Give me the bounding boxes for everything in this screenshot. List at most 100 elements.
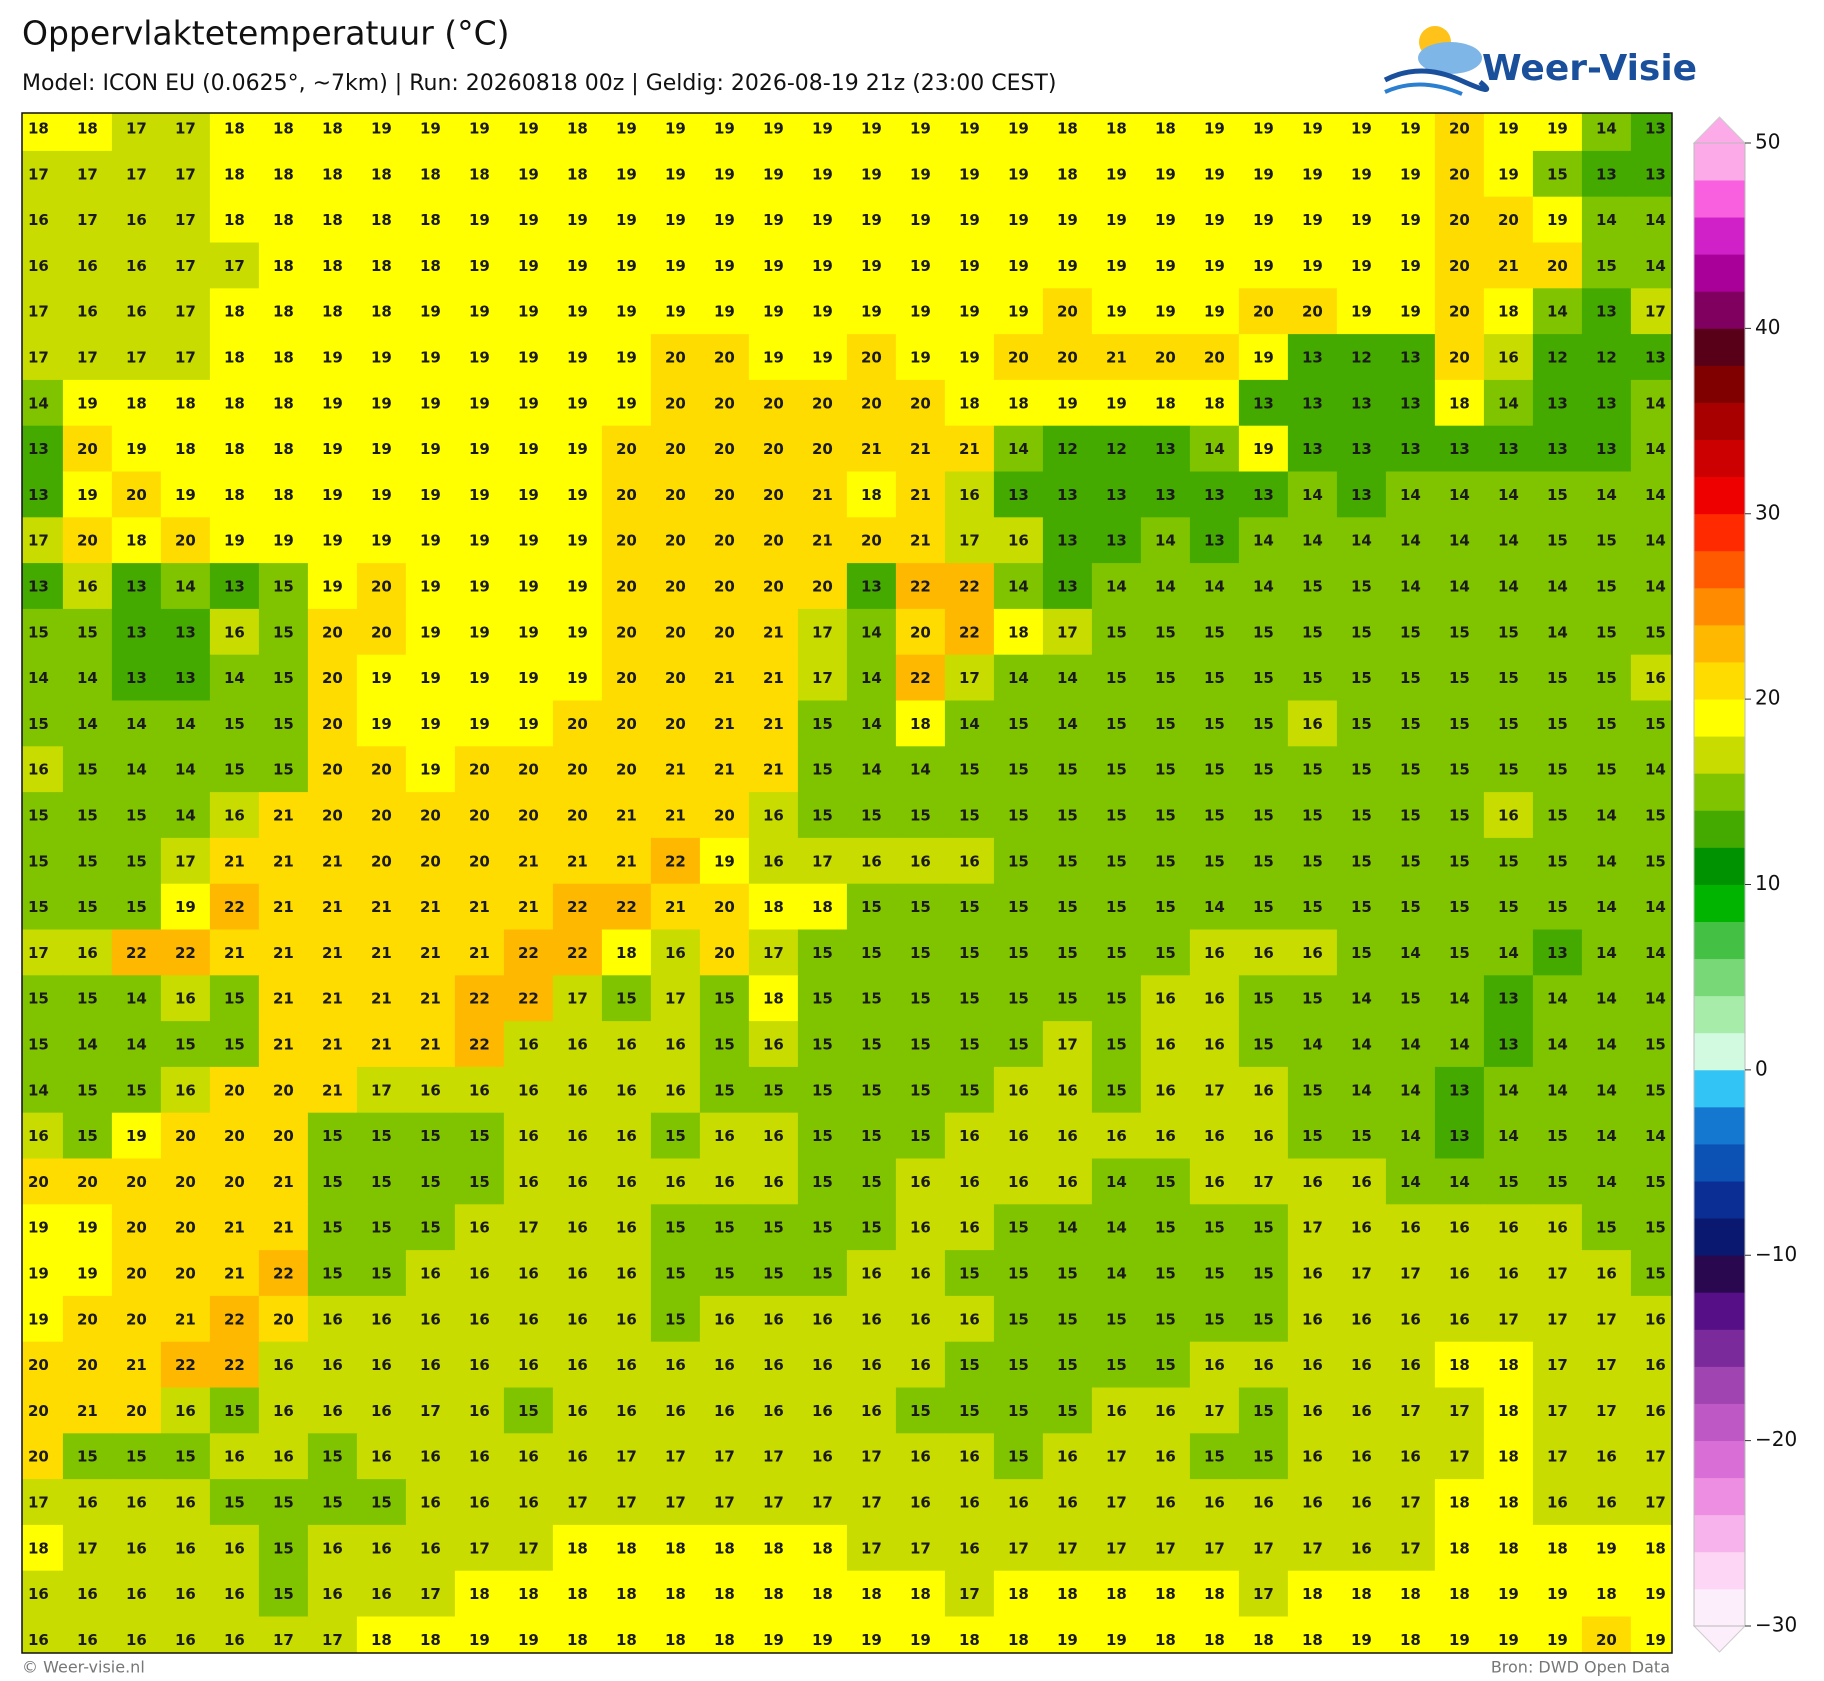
temperature-cell (258, 471, 309, 518)
temperature-cell (1091, 113, 1142, 152)
temperature-label: 17 (420, 1402, 441, 1420)
temperature-label: 14 (1547, 578, 1568, 596)
temperature-label: 14 (1400, 486, 1421, 504)
temperature-cell (993, 150, 1044, 198)
temperature-cell (258, 1387, 309, 1434)
temperature-label: 21 (616, 852, 637, 870)
temperature-cell (1483, 792, 1534, 839)
temperature-cell (993, 792, 1044, 839)
temperature-label: 16 (959, 1173, 980, 1191)
temperature-cell (1532, 517, 1583, 564)
temperature-cell (356, 929, 407, 976)
temperature-label: 15 (861, 1219, 882, 1237)
temperature-cell (160, 288, 211, 335)
temperature-cell (601, 1387, 652, 1434)
temperature-cell (993, 379, 1044, 427)
temperature-label: 15 (1449, 898, 1470, 916)
temperature-cell (307, 1066, 358, 1114)
temperature-label: 15 (1253, 1219, 1274, 1237)
temperature-cell (503, 1433, 554, 1480)
temperature-cell (699, 334, 750, 381)
temperature-label: 16 (1596, 1265, 1617, 1283)
temperature-label: 15 (1400, 898, 1421, 916)
temperature-cell (1091, 1570, 1142, 1617)
temperature-cell (1532, 425, 1583, 472)
temperature-cell (1189, 1387, 1240, 1434)
temperature-cell (944, 1250, 995, 1297)
temperature-label: 19 (616, 303, 637, 321)
temperature-label: 17 (812, 852, 833, 870)
temperature-cell (1336, 113, 1387, 152)
temperature-label: 14 (1547, 1081, 1568, 1099)
temperature-label: 22 (126, 944, 147, 962)
temperature-cell (1238, 700, 1289, 747)
temperature-cell (503, 1616, 554, 1653)
temperature-cell (209, 1570, 260, 1617)
temperature-label: 20 (763, 394, 784, 412)
temperature-cell (895, 113, 946, 152)
temperature-label: 20 (28, 1448, 49, 1466)
temperature-cell (895, 883, 946, 930)
temperature-cell (601, 700, 652, 747)
temperature-label: 19 (371, 440, 392, 458)
temperature-label: 14 (1547, 303, 1568, 321)
temperature-cell (258, 1112, 309, 1159)
temperature-label: 20 (126, 1173, 147, 1191)
temperature-cell (601, 1433, 652, 1480)
temperature-cell (1091, 517, 1142, 564)
temperature-cell (1336, 242, 1387, 289)
temperature-cell (1630, 1021, 1672, 1068)
temperature-cell (22, 1570, 64, 1617)
temperature-label: 14 (1057, 1219, 1078, 1237)
temperature-label: 19 (714, 211, 735, 229)
temperature-label: 16 (126, 1539, 147, 1557)
temperature-label: 16 (910, 1494, 931, 1512)
temperature-label: 21 (322, 852, 343, 870)
temperature-label: 20 (665, 349, 686, 367)
temperature-label: 19 (322, 440, 343, 458)
temperature-label: 20 (861, 394, 882, 412)
temperature-label: 19 (1253, 120, 1274, 138)
temperature-label: 18 (959, 394, 980, 412)
temperature-label: 15 (371, 1265, 392, 1283)
temperature-cell (699, 1570, 750, 1617)
temperature-label: 16 (518, 1494, 539, 1512)
temperature-label: 15 (322, 1127, 343, 1145)
temperature-cell (454, 379, 505, 427)
temperature-label: 14 (1645, 257, 1666, 275)
temperature-cell (944, 837, 995, 885)
temperature-cell (895, 379, 946, 427)
temperature-cell (552, 746, 603, 793)
temperature-cell (209, 608, 260, 656)
temperature-cell (650, 1341, 701, 1388)
temperature-cell (993, 1479, 1044, 1526)
temperature-label: 15 (1596, 715, 1617, 733)
temperature-cell (1042, 1021, 1093, 1068)
temperature-cell (699, 1158, 750, 1205)
temperature-label: 19 (126, 440, 147, 458)
temperature-cell (1189, 1204, 1240, 1251)
temperature-cell (1532, 1341, 1583, 1388)
temperature-cell (307, 1570, 358, 1617)
temperature-cell (1238, 654, 1289, 701)
temperature-cell (503, 471, 554, 518)
temperature-label: 15 (1008, 1219, 1029, 1237)
temperature-label: 16 (1155, 1448, 1176, 1466)
temperature-cell (454, 608, 505, 656)
temperature-label: 17 (1645, 1448, 1666, 1466)
temperature-cell (1042, 1616, 1093, 1653)
temperature-cell (797, 1524, 848, 1572)
temperature-cell (209, 1479, 260, 1526)
temperature-label: 21 (371, 898, 392, 916)
temperature-cell (552, 608, 603, 656)
temperature-label: 16 (1253, 944, 1274, 962)
temperature-cell (1042, 563, 1093, 610)
temperature-cell (993, 1158, 1044, 1205)
temperature-label: 19 (175, 486, 196, 504)
temperature-cell (22, 150, 64, 198)
temperature-cell (846, 425, 897, 472)
temperature-label: 16 (1302, 1402, 1323, 1420)
temperature-cell (503, 1250, 554, 1297)
temperature-cell (797, 1112, 848, 1159)
temperature-cell (258, 608, 309, 656)
